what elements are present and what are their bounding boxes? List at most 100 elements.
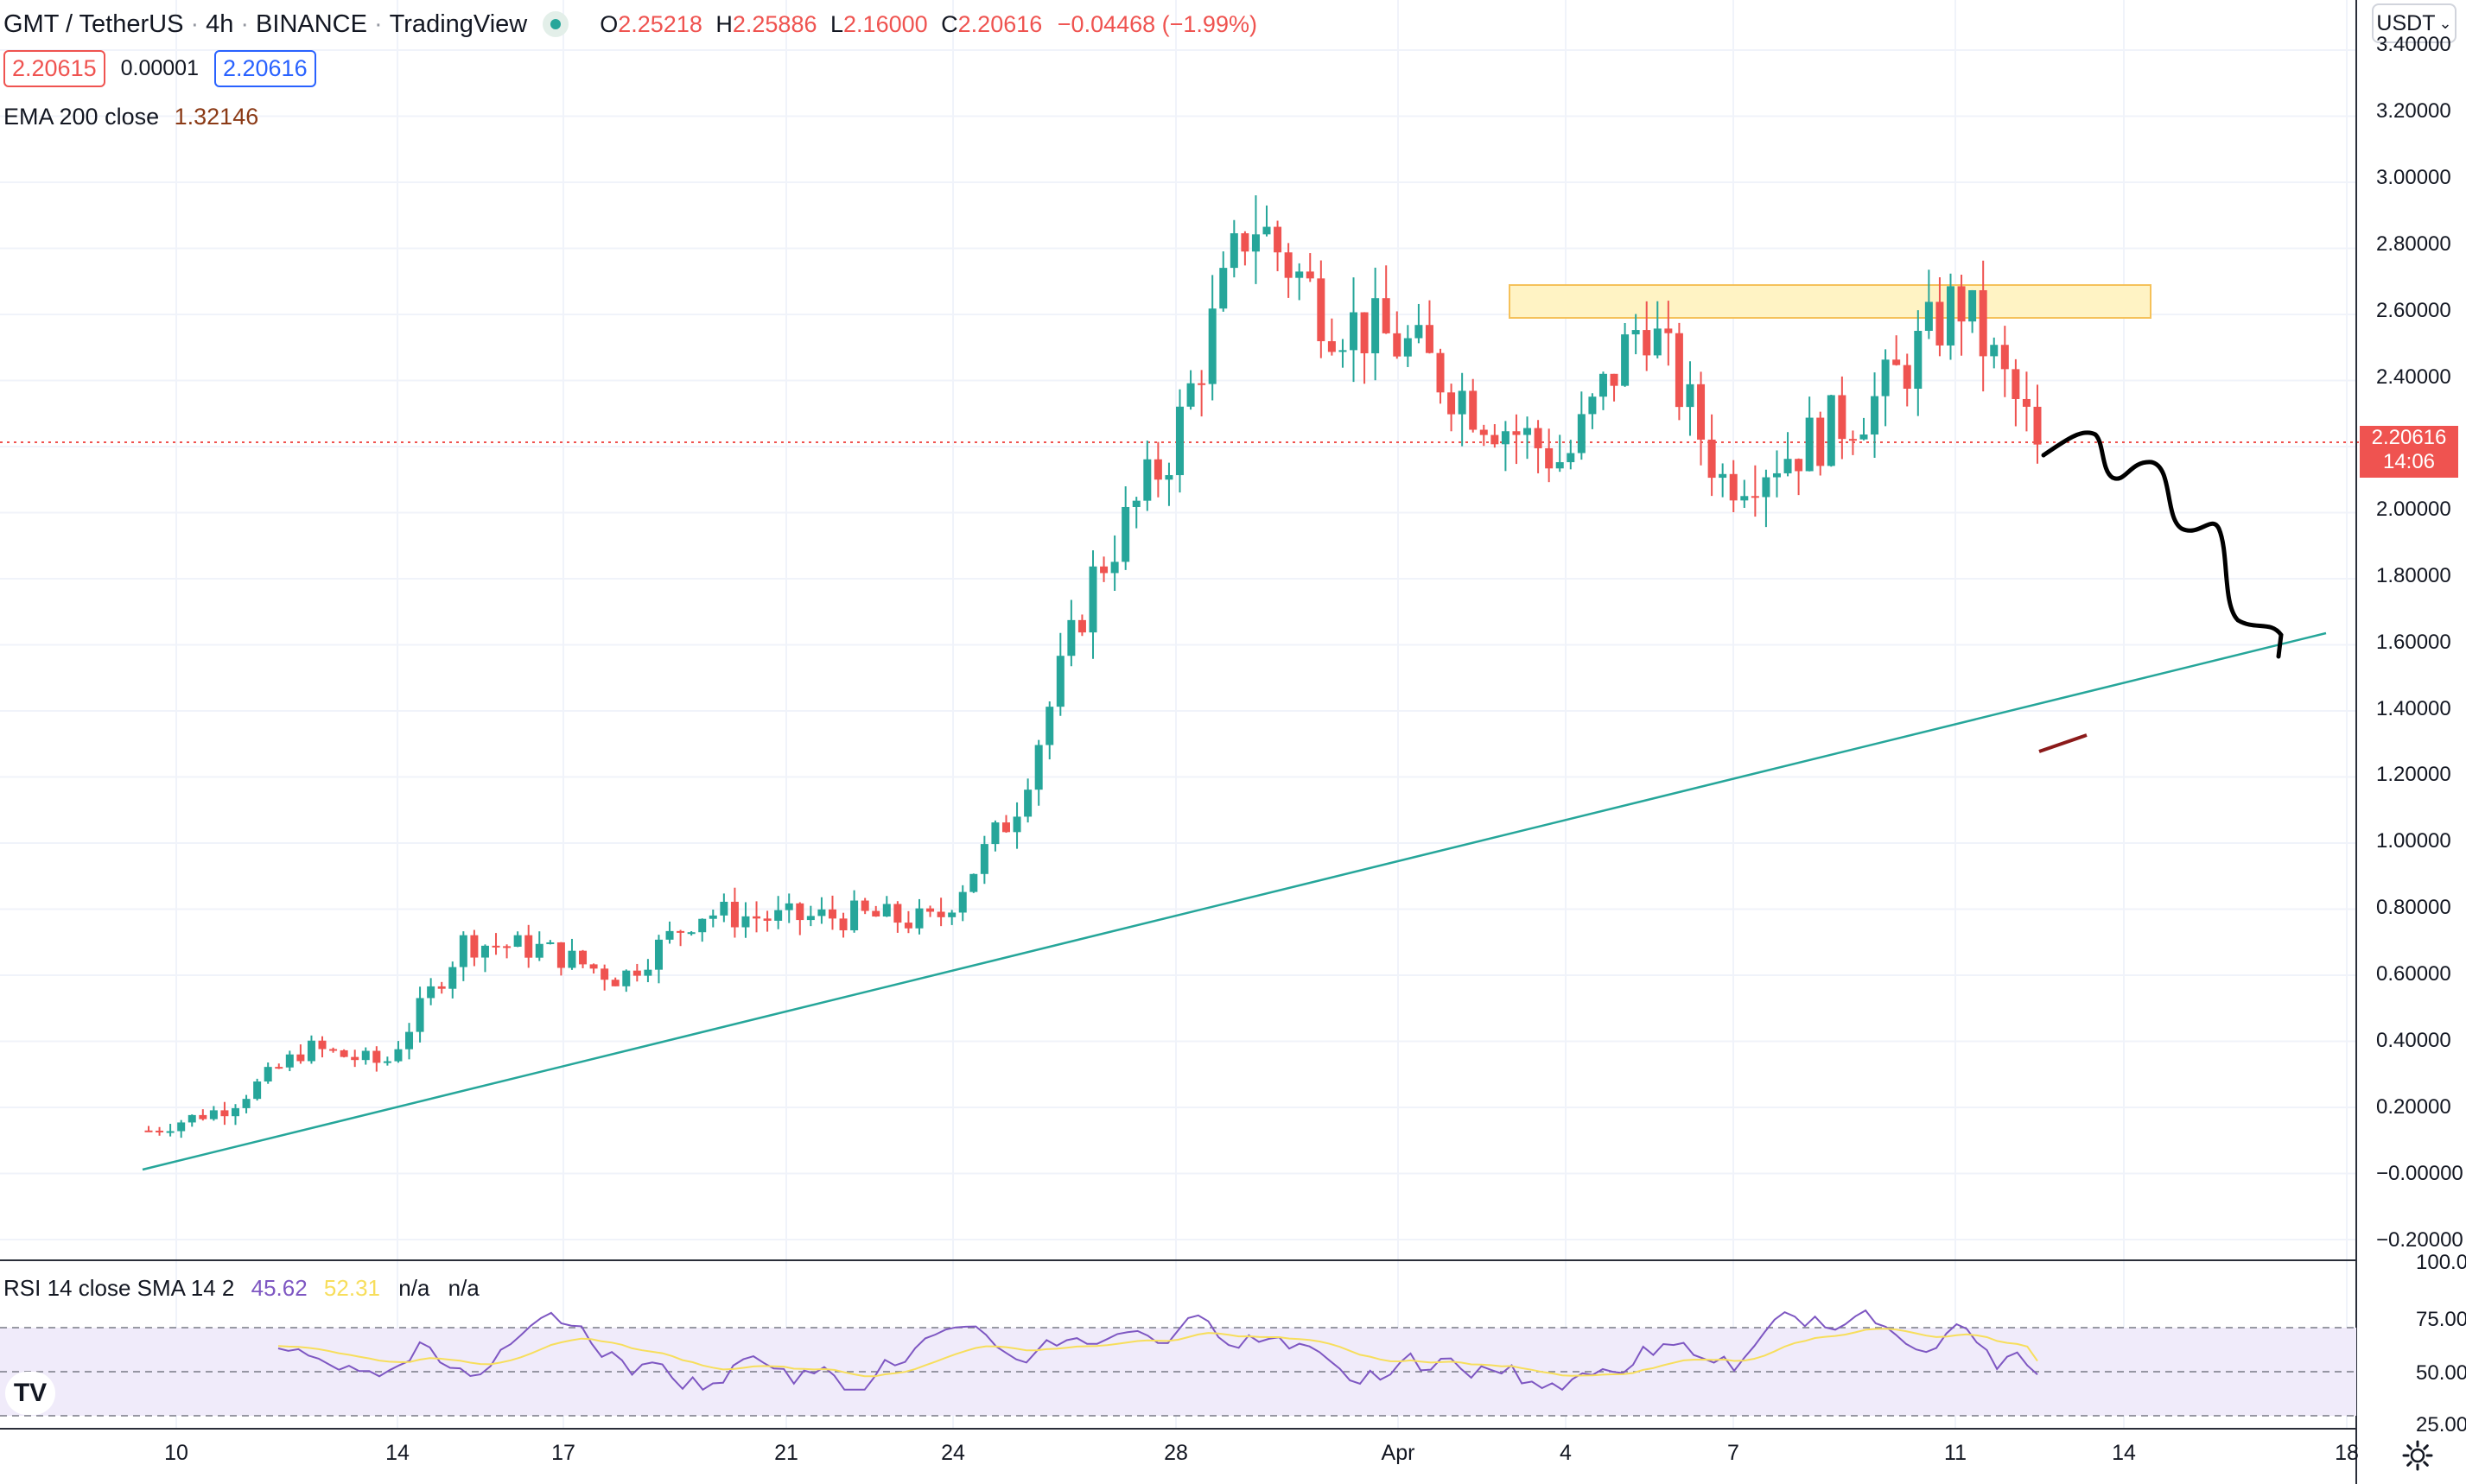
symbol-header: GMT / TetherUS · 4h · BINANCE · TradingV… <box>0 0 1257 48</box>
candle-up <box>187 1114 196 1123</box>
price-axis-label: 3.00000 <box>2376 166 2451 189</box>
candle-up <box>915 908 924 929</box>
price-axis-label: 0.80000 <box>2376 896 2451 919</box>
candle-up <box>264 1067 272 1082</box>
time-axis-label: 14 <box>2112 1441 2136 1465</box>
candle-up <box>980 844 988 874</box>
candle-up <box>1555 462 1564 469</box>
rsi-axis-label: 100.00 <box>2416 1251 2466 1274</box>
candle-up <box>209 1110 218 1119</box>
candle-up <box>1176 406 1185 476</box>
candle-down <box>1903 365 1911 390</box>
candle-up <box>665 930 674 940</box>
rsi-legend[interactable]: RSI 14 close SMA 14 2 45.62 52.31 n/a n/… <box>3 1275 480 1302</box>
candle-up <box>817 909 826 916</box>
candle-up <box>1924 301 1933 332</box>
candle-up <box>1762 477 1770 498</box>
rsi-axis-label: 75.00 <box>2416 1308 2466 1331</box>
candle-up <box>232 1107 240 1117</box>
candle-down <box>470 935 479 958</box>
market-status-icon[interactable] <box>543 11 569 37</box>
candle-down <box>1816 417 1825 466</box>
candle-up <box>882 904 891 916</box>
candle-up <box>1686 384 1694 408</box>
exchange-label: BINANCE <box>256 10 367 38</box>
time-axis-label: Apr <box>1381 1441 1415 1465</box>
candle-up <box>1034 745 1043 790</box>
candle-down <box>1534 428 1542 448</box>
candle-down <box>1469 390 1478 430</box>
candle-up <box>535 943 543 958</box>
candle-down <box>1610 373 1618 386</box>
candle-down <box>1479 429 1488 435</box>
candle-down <box>601 968 609 980</box>
candle-down <box>839 918 848 931</box>
time-axis-label: 10 <box>164 1441 188 1465</box>
interval-label[interactable]: 4h <box>206 10 234 38</box>
candle-down <box>1274 226 1282 253</box>
candle-up <box>687 932 696 935</box>
buy-price-button[interactable]: 2.20616 <box>213 50 316 87</box>
candle-down <box>753 916 761 919</box>
sell-price-button[interactable]: 2.20615 <box>3 50 105 87</box>
candle-up <box>1567 453 1575 463</box>
candle-up <box>1251 234 1260 252</box>
time-axis-label: 18 <box>2335 1441 2359 1465</box>
time-axis-label: 21 <box>774 1441 798 1465</box>
price-axis-label: 1.60000 <box>2376 631 2451 654</box>
candle-down <box>730 901 739 928</box>
candle-down <box>1317 278 1325 341</box>
candle-up <box>741 916 750 928</box>
price-axis-label: −0.20000 <box>2376 1228 2463 1252</box>
candle-up <box>1859 434 1868 440</box>
candle-up <box>991 822 1000 845</box>
candle-up <box>1653 328 1662 356</box>
gear-icon[interactable] <box>2400 1438 2435 1473</box>
candle-up <box>1056 656 1065 707</box>
candle-down <box>1697 384 1706 440</box>
candle-up <box>1262 226 1271 235</box>
candle-up <box>1403 338 1412 357</box>
currency-dropdown[interactable]: USDT ⌄ <box>2372 3 2456 43</box>
candle-down <box>1436 352 1445 393</box>
candle-up <box>1122 506 1130 562</box>
candle-down <box>1198 383 1206 385</box>
candle-down <box>1512 431 1521 435</box>
candle-down <box>1545 447 1554 469</box>
tradingview-logo-icon[interactable]: TV <box>5 1372 55 1415</box>
ohlc-values: O2.25218 H2.25886 L2.16000 C2.20616 −0.0… <box>600 10 1257 37</box>
candle-down <box>1979 289 1987 357</box>
candle-up <box>1631 330 1640 335</box>
candle-down <box>220 1110 229 1117</box>
candle-up <box>1740 496 1749 501</box>
candle-down <box>556 942 565 968</box>
candle-up <box>177 1122 186 1132</box>
candle-up <box>405 1031 414 1050</box>
price-axis-label: 2.40000 <box>2376 365 2451 389</box>
candle-down <box>904 923 912 929</box>
candle-up <box>1046 707 1054 745</box>
candle-down <box>1327 340 1336 352</box>
candle-down <box>1664 328 1673 333</box>
rsi-line <box>277 1309 2038 1392</box>
candle-down <box>492 945 500 948</box>
candle-up <box>1577 414 1586 453</box>
candle-down <box>329 1049 338 1051</box>
candle-up <box>1871 396 1879 435</box>
candle-up <box>969 873 978 892</box>
symbol-name[interactable]: GMT / TetherUS <box>3 10 184 38</box>
candle-down <box>937 911 945 917</box>
ema-legend[interactable]: EMA 200 close 1.32146 <box>3 104 258 130</box>
candle-up <box>394 1049 403 1062</box>
candle-down <box>1643 330 1651 356</box>
candle-up <box>958 891 967 913</box>
time-axis-label: 24 <box>941 1441 965 1465</box>
candle-down <box>1751 496 1759 498</box>
candle-down <box>296 1054 305 1062</box>
candle-down <box>2033 406 2042 445</box>
close-value: 2.20616 <box>957 10 1043 37</box>
candle-down <box>1284 252 1293 278</box>
candle-up <box>1719 473 1727 479</box>
rsi-label: RSI 14 close SMA 14 2 <box>3 1275 235 1301</box>
